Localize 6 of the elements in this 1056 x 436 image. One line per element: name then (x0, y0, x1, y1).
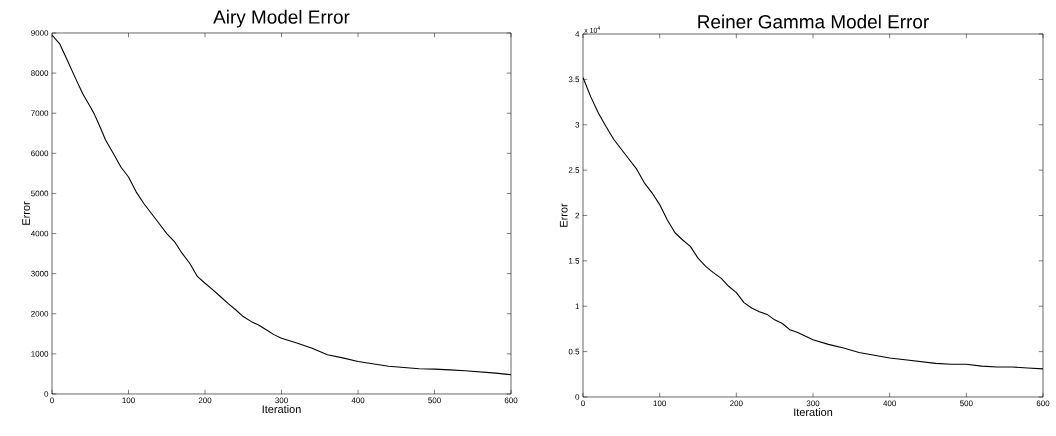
x-axis-title: Iteration (262, 404, 301, 414)
chart-title: Airy Model Error (213, 9, 350, 28)
chart-title: Reiner Gamma Model Error (698, 14, 929, 29)
y-axis-title: Error (559, 203, 568, 227)
x-axis-title: Iteration (794, 407, 833, 417)
y-axis-title: Error (22, 201, 30, 225)
